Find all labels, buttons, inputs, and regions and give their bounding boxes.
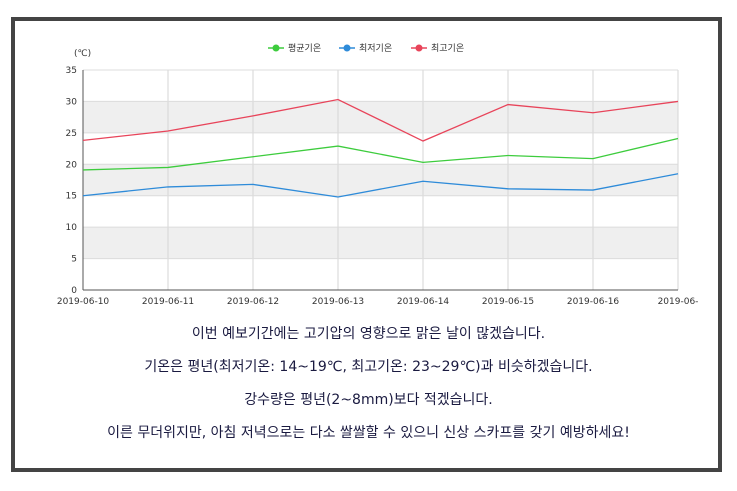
caption-line-4: 이른 무더위지만, 아침 저녁으로는 다소 쌀쌀할 수 있으니 신상 스카프를 … bbox=[107, 425, 630, 441]
y-tick-label: 25 bbox=[66, 129, 77, 139]
x-tick-labels: 2019-06-10 2019-06-11 2019-06-12 2019-06-13… bbox=[57, 297, 699, 307]
x-tick-label: 2019-06-16 bbox=[567, 297, 620, 307]
x-tick-label: 2019-06-10 bbox=[57, 297, 110, 307]
legend: 평균기온 최저기온 최고기온 bbox=[268, 43, 464, 54]
legend-label: 최고기온 bbox=[431, 43, 464, 54]
y-tick-label: 10 bbox=[66, 223, 78, 233]
series-lines bbox=[82, 98, 679, 198]
x-tick-label: 2019-06-15 bbox=[482, 297, 534, 307]
x-tick-label: 2019-06-12 bbox=[227, 297, 279, 307]
y-unit-label: (℃) bbox=[74, 49, 91, 59]
y-tick-label: 30 bbox=[66, 97, 78, 107]
y-tick-label: 15 bbox=[66, 192, 77, 202]
y-tick-label: 5 bbox=[71, 255, 77, 265]
series-line bbox=[82, 98, 679, 142]
x-tick-label: 2019-06-13 bbox=[312, 297, 364, 307]
y-tick-label: 20 bbox=[66, 160, 78, 170]
grid-band bbox=[83, 227, 678, 259]
caption-line-1: 이번 예보기간에는 고기압의 영향으로 맑은 날이 많겠습니다. bbox=[191, 326, 546, 342]
series-line bbox=[82, 137, 679, 171]
axes bbox=[82, 70, 678, 291]
series-line bbox=[82, 173, 679, 198]
legend-marker bbox=[272, 44, 280, 52]
legend-label: 최저기온 bbox=[359, 43, 392, 54]
legend-label: 평균기온 bbox=[288, 43, 321, 54]
x-tick-label: 2019-06- bbox=[658, 297, 699, 307]
grid-band bbox=[83, 101, 678, 133]
caption-line-3: 강수량은 평년(2~8mm)보다 적겠습니다. bbox=[244, 392, 493, 408]
caption-line-2: 기온은 평년(최저기온: 14~19℃, 최고기온: 23~29℃)과 비슷하겠… bbox=[144, 359, 593, 375]
y-tick-label: 0 bbox=[71, 286, 77, 296]
y-tick-label: 35 bbox=[66, 66, 77, 76]
forecast-caption: 이번 예보기간에는 고기압의 영향으로 맑은 날이 많겠습니다. 기온은 평년(… bbox=[0, 318, 737, 450]
legend-marker bbox=[343, 44, 351, 52]
grid-bands bbox=[83, 101, 678, 259]
x-tick-label: 2019-06-11 bbox=[142, 297, 194, 307]
grid-band bbox=[83, 164, 678, 196]
legend-marker bbox=[415, 44, 423, 52]
x-tick-label: 2019-06-14 bbox=[397, 297, 450, 307]
y-tick-labels: 0 5 10 15 20 25 30 35 bbox=[66, 66, 78, 296]
